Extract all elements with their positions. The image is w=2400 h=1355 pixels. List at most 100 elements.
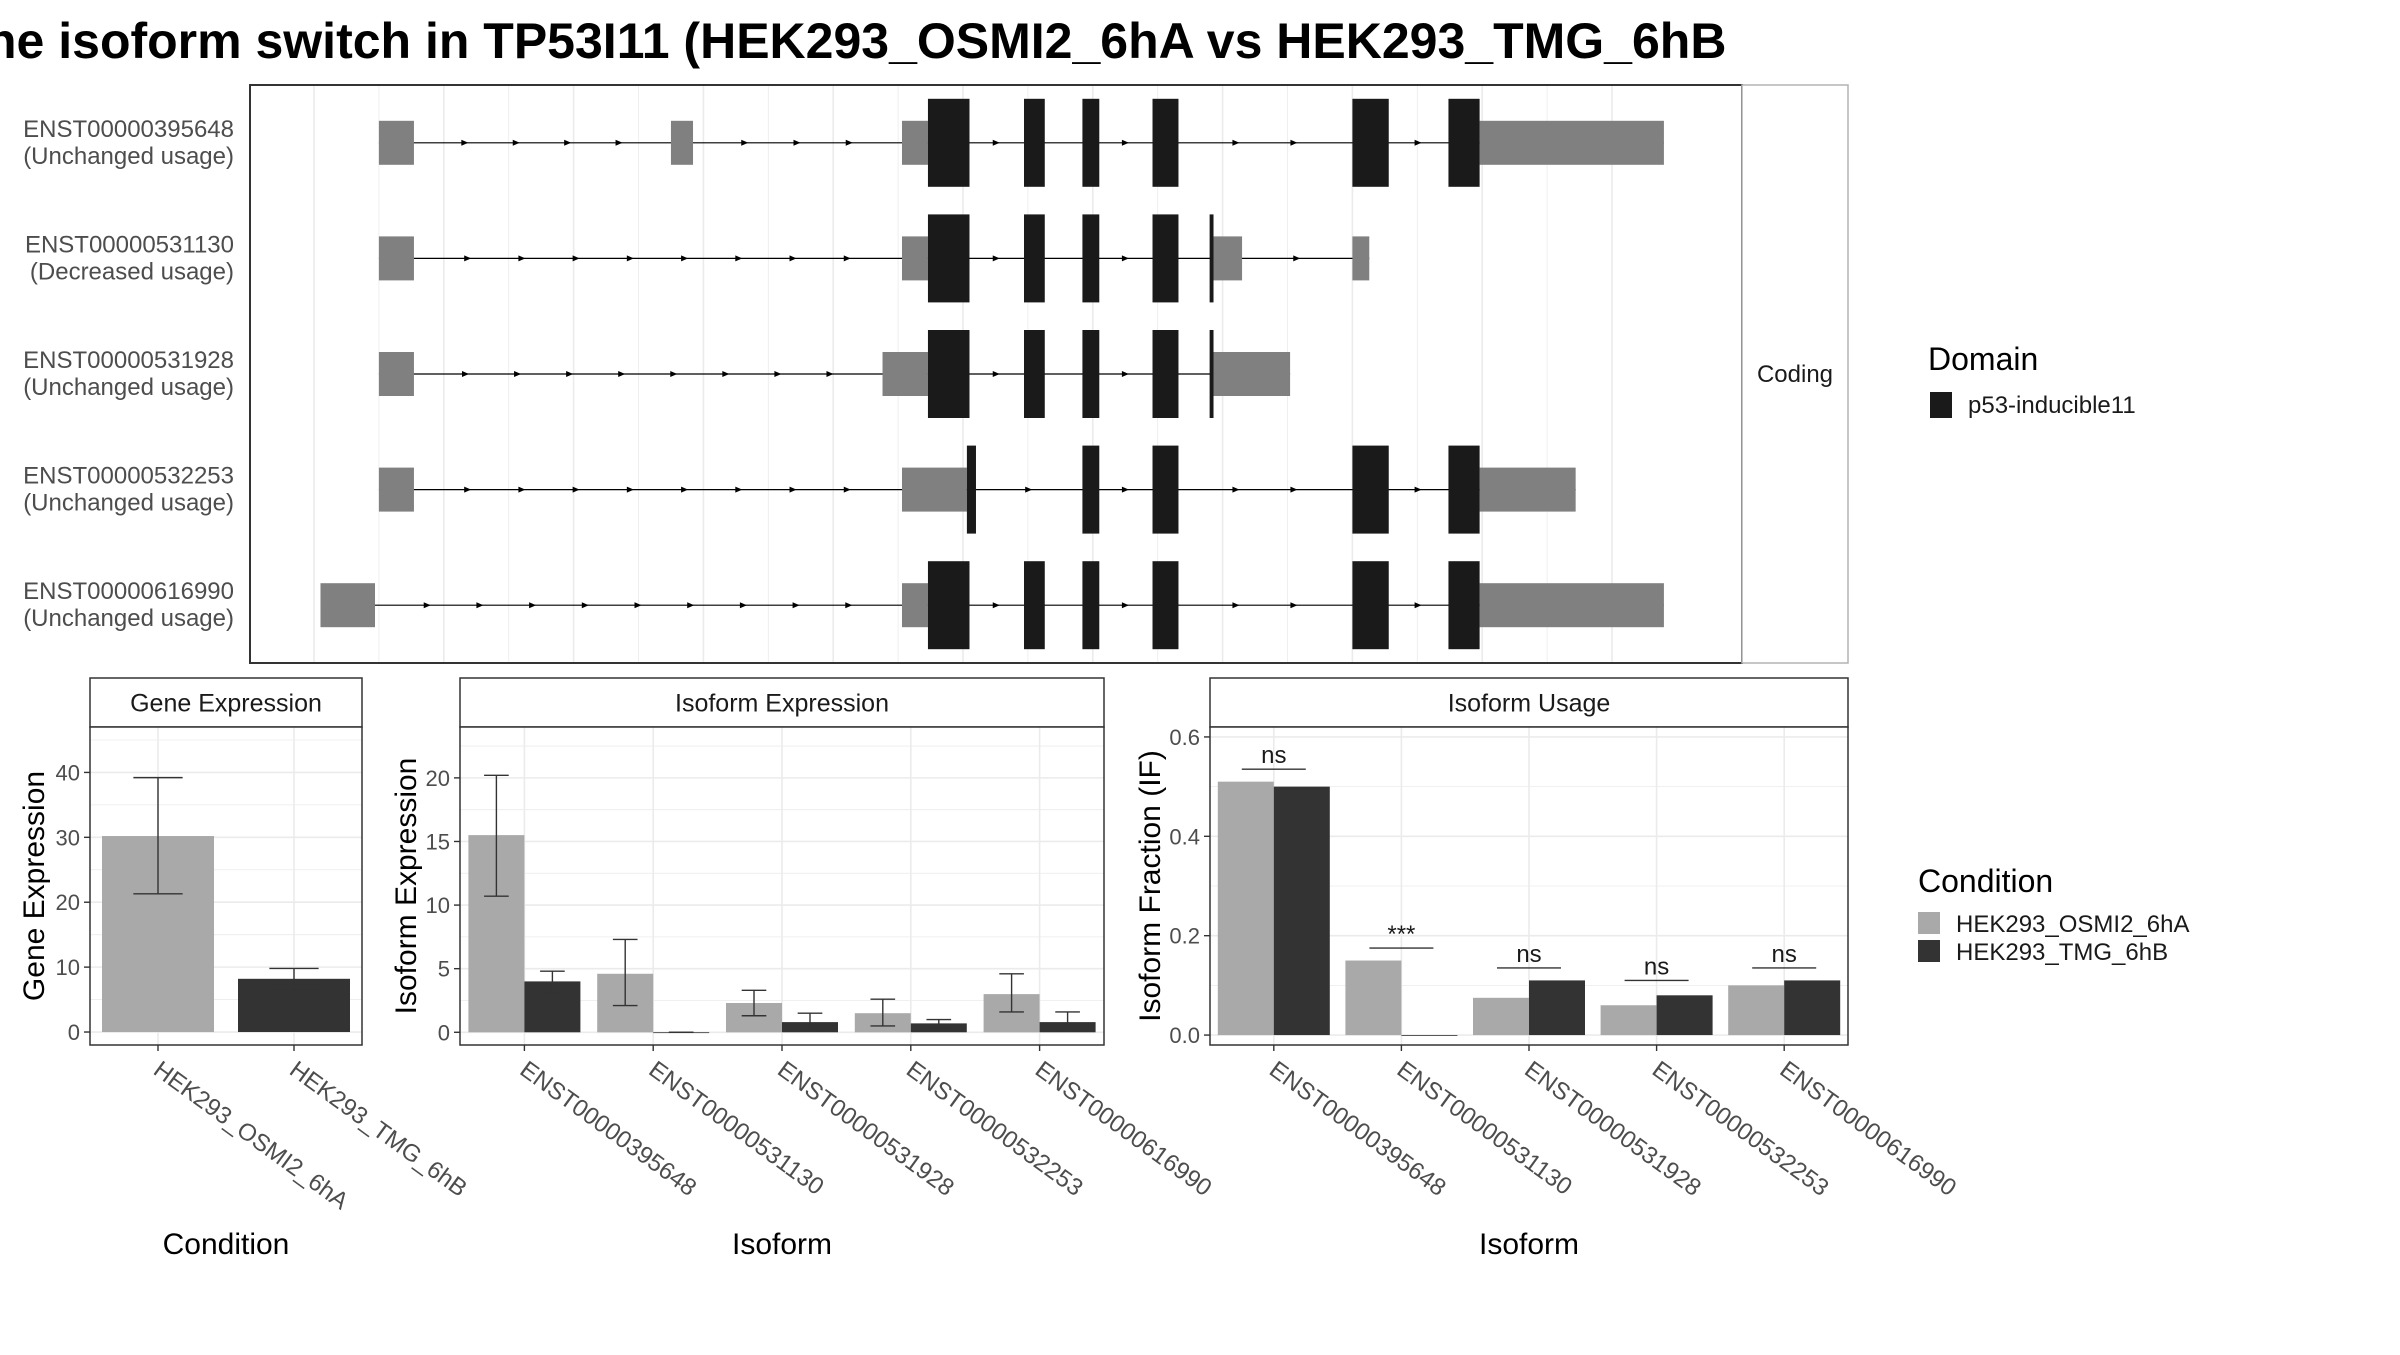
intron-arrow — [735, 255, 743, 262]
intron-arrow — [518, 486, 526, 493]
intron-arrow — [1290, 486, 1298, 493]
intron-arrow — [423, 602, 431, 609]
domain-exon — [1152, 98, 1179, 187]
condition-legend-key — [1918, 912, 1940, 934]
intron-arrow — [992, 139, 1000, 146]
domain-legend-label: p53-inducible11 — [1968, 392, 2136, 419]
domain-exon — [927, 561, 970, 650]
utr-exon — [378, 352, 414, 396]
intron-arrow — [581, 602, 589, 609]
domain-exon — [927, 98, 970, 187]
intron-arrow — [1121, 486, 1129, 493]
y-tick-label: 10 — [56, 955, 80, 980]
intron-arrow — [1121, 139, 1129, 146]
domain-exon — [1448, 561, 1480, 650]
intron-arrow — [774, 371, 782, 377]
bar — [1656, 995, 1713, 1036]
intron-arrow — [735, 486, 743, 493]
bar — [1784, 980, 1841, 1036]
transcript-usage-label: (Unchanged usage) — [23, 374, 234, 401]
domain-exon — [1024, 561, 1045, 650]
intron-arrow — [992, 255, 1000, 262]
intron-arrow — [1414, 602, 1422, 609]
intron-arrow — [1414, 486, 1422, 493]
utr-exon — [378, 120, 414, 165]
intron-arrow — [843, 255, 851, 262]
intron-arrow — [1121, 602, 1129, 609]
chart-strip — [459, 677, 1105, 728]
utr-exon — [1479, 120, 1664, 165]
y-tick-label: 0.4 — [1169, 824, 1200, 849]
utr-exon — [901, 236, 928, 281]
x-axis-title: Isoform — [732, 1228, 832, 1261]
utr-exon — [882, 352, 928, 396]
intron-arrow — [992, 602, 1000, 609]
significance-label: ns — [1772, 941, 1797, 968]
intron-arrow — [1121, 371, 1129, 377]
bar — [1473, 997, 1529, 1036]
intron-arrow — [615, 139, 623, 146]
transcript-usage-label: (Decreased usage) — [30, 258, 234, 285]
transcript-id-label: ENST00000531928 — [23, 347, 234, 374]
domain-exon — [1082, 330, 1100, 418]
intron-arrow — [1121, 255, 1129, 262]
transcript-usage-label: (Unchanged usage) — [23, 143, 234, 170]
intron-arrow — [722, 371, 730, 377]
y-tick-label: 5 — [438, 957, 450, 982]
intron-arrow — [462, 371, 470, 377]
domain-exon — [1082, 561, 1100, 650]
chart-border — [89, 726, 363, 1046]
domain-exon — [927, 214, 970, 303]
domain-exon — [1024, 98, 1045, 187]
intron-arrow — [992, 371, 1000, 377]
chart-title: Gene Expression — [130, 690, 322, 718]
intron-arrow — [464, 255, 472, 262]
transcript-row: ENST00000616990(Unchanged usage) — [23, 561, 1664, 650]
y-tick-label: 40 — [56, 760, 80, 785]
bar — [1217, 781, 1274, 1036]
significance-label: ns — [1644, 953, 1669, 980]
y-tick-label: 0.0 — [1169, 1023, 1200, 1048]
coding-strip — [1741, 84, 1849, 664]
chart-strip — [1209, 677, 1849, 728]
coding-strip-label: Coding — [1757, 361, 1833, 388]
utr-exon — [901, 120, 928, 165]
intron-arrow — [1290, 602, 1298, 609]
intron-arrow — [670, 371, 678, 377]
domain-exon — [1082, 214, 1100, 303]
intron-arrow — [1025, 486, 1033, 493]
bar — [1529, 980, 1585, 1036]
y-tick-label: 0.2 — [1169, 924, 1200, 949]
intron-arrow — [1232, 602, 1240, 609]
intron-arrow — [792, 602, 800, 609]
domain-exon — [1082, 445, 1100, 534]
intron-arrow — [461, 139, 469, 146]
domain-legend-key — [1930, 392, 1952, 418]
y-tick-label: 20 — [56, 890, 80, 915]
x-axis-title: Condition — [163, 1228, 290, 1261]
x-axis-title: Isoform — [1479, 1228, 1579, 1261]
intron-arrow — [566, 371, 574, 377]
significance-label: ns — [1261, 742, 1286, 769]
domain-exon — [1152, 445, 1179, 534]
intron-arrow — [626, 486, 634, 493]
domain-exon — [927, 330, 970, 418]
bar — [1273, 786, 1330, 1036]
chart-isoform-expression: Isoform Expression05101520ENST0000039564… — [390, 677, 1217, 1261]
transcript-id-label: ENST00000616990 — [23, 578, 234, 605]
utr-exon — [320, 583, 376, 628]
y-tick-label: 20 — [426, 766, 450, 791]
utr-exon — [1479, 467, 1576, 512]
y-tick-label: 30 — [56, 825, 80, 850]
utr-exon — [378, 467, 414, 512]
significance-label: *** — [1387, 921, 1415, 948]
transcript-usage-label: (Unchanged usage) — [23, 490, 234, 517]
domain-exon — [1152, 214, 1179, 303]
intron-arrow — [681, 255, 689, 262]
domain-exon — [1209, 214, 1214, 303]
domain-exon — [1448, 98, 1480, 187]
